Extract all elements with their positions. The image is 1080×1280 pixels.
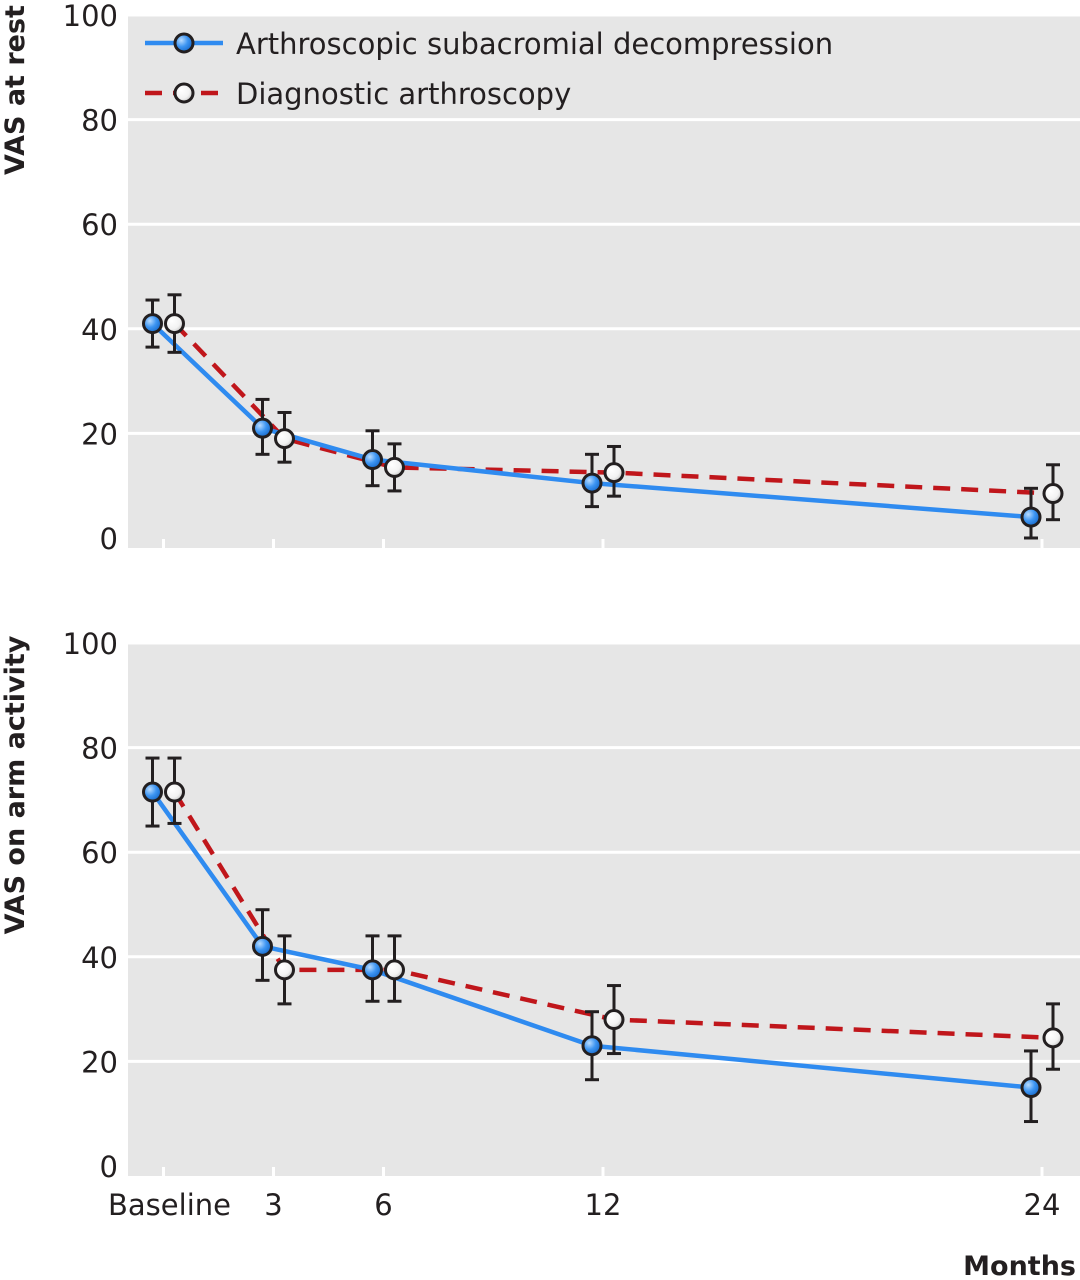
legend-item-asd: Arthroscopic subacromial decompression	[145, 27, 833, 61]
y-tick-label: 0	[100, 1150, 118, 1184]
legend-label-asd: Arthroscopic subacromial decompression	[236, 27, 833, 61]
x-tick-label: 24	[1024, 1188, 1061, 1222]
data-point-asd	[142, 313, 163, 335]
y-tick-label: 40	[81, 313, 118, 347]
markers	[142, 313, 1064, 528]
y-tick-label: 100	[63, 0, 118, 33]
data-point-asd	[252, 417, 273, 439]
data-point-asd	[1020, 1077, 1042, 1099]
x-tick-label: 6	[374, 1188, 392, 1222]
data-point-da	[603, 462, 625, 484]
y-axis-title-rest: VAS at rest	[0, 5, 31, 175]
y-tick-label: 0	[100, 522, 118, 556]
data-point-asd	[581, 472, 603, 494]
data-point-da	[384, 959, 405, 981]
panel-rest: 0 20 40 60 80 100 VAS at rest Arthroscopic su…	[0, 0, 1080, 556]
x-tick-labels: Baseline 3 6 12 24	[108, 1188, 1060, 1222]
data-point-asd	[142, 781, 163, 803]
data-point-asd	[1020, 506, 1042, 528]
legend-marker-da-icon	[173, 82, 195, 104]
legend: Arthroscopic subacromial decompression D…	[145, 27, 833, 111]
data-point-asd	[362, 449, 383, 471]
y-tick-label: 60	[81, 836, 118, 870]
x-tick-label: Baseline	[108, 1188, 231, 1222]
panel-activity: 0 20 40 60 80 100 VAS on arm activity Baselin…	[0, 627, 1080, 1280]
data-point-asd	[581, 1035, 603, 1057]
y-tick-label: 20	[81, 417, 118, 451]
data-point-da	[164, 313, 185, 335]
legend-item-da: Diagnostic arthroscopy	[145, 77, 571, 111]
y-tick-label: 60	[81, 208, 118, 242]
plot-area-activity	[128, 643, 1080, 1176]
series-rest	[142, 293, 1064, 540]
series-activity	[142, 756, 1064, 1124]
data-point-asd	[362, 959, 383, 981]
plot-area-rest	[128, 15, 1080, 548]
y-tick-label: 40	[81, 941, 118, 975]
data-point-da	[384, 456, 405, 478]
x-axis-title: Months	[963, 1251, 1076, 1280]
y-axis-title-activity: VAS on arm activity	[0, 635, 31, 934]
x-ticks-activity	[162, 1167, 1044, 1176]
legend-marker-asd-icon	[173, 32, 195, 54]
data-point-da	[164, 781, 185, 803]
data-point-da	[1042, 483, 1064, 505]
data-point-asd	[252, 935, 273, 957]
y-tick-label: 80	[81, 104, 118, 138]
y-tick-labels-activity: 0 20 40 60 80 100	[63, 627, 118, 1184]
y-tick-labels-rest: 0 20 40 60 80 100	[63, 0, 118, 556]
x-ticks-rest	[162, 539, 1044, 548]
gridlines-activity	[128, 641, 1080, 1063]
data-point-da	[603, 1009, 625, 1031]
legend-label-da: Diagnostic arthroscopy	[236, 77, 571, 111]
x-tick-label: 3	[264, 1188, 282, 1222]
data-point-da	[274, 959, 295, 981]
data-point-da	[1042, 1027, 1064, 1049]
markers	[142, 781, 1064, 1099]
y-tick-label: 80	[81, 732, 118, 766]
data-point-da	[274, 428, 295, 450]
y-tick-label: 20	[81, 1045, 118, 1079]
y-tick-label: 100	[63, 627, 118, 661]
x-tick-label: 12	[585, 1188, 622, 1222]
